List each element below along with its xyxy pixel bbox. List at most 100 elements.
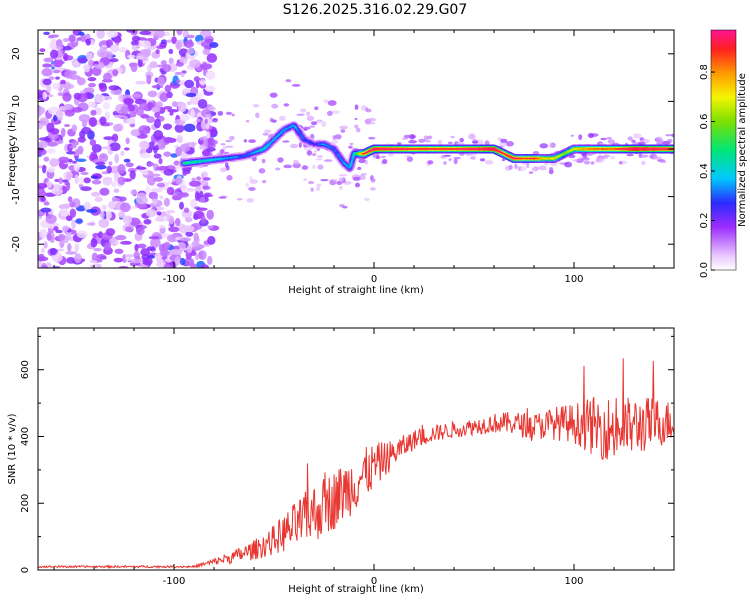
noise-blob [166, 186, 175, 196]
noise-blob [83, 87, 95, 94]
scatter-blob [255, 112, 260, 119]
scatter-blob [498, 142, 507, 147]
noise-blob [186, 34, 195, 39]
noise-blob [91, 179, 102, 185]
noise-blob [141, 49, 150, 58]
scatter-blob [427, 160, 434, 165]
y-tick-label: 10 [11, 95, 22, 108]
noise-blob [131, 35, 141, 42]
noise-blob [71, 124, 78, 133]
noise-blob [181, 167, 192, 172]
noise-blob [98, 218, 110, 229]
scatter-blob [358, 158, 366, 164]
y-tick-label: 0 [11, 146, 22, 152]
noise-blob [81, 127, 92, 135]
y-tick-label: 0 [20, 567, 31, 573]
noise-blob [154, 112, 161, 119]
noise-blob [156, 211, 162, 216]
noise-blob [146, 116, 155, 124]
noise-blob [55, 76, 60, 80]
noise-blob [95, 164, 107, 170]
noise-blob [42, 91, 48, 100]
colorbar-tick-label: 0.4 [699, 163, 710, 179]
noise-blob [177, 191, 190, 198]
noise-blob [55, 229, 63, 234]
noise-blob [190, 108, 195, 119]
noise-blob [62, 37, 70, 42]
scatter-blob [271, 103, 279, 109]
scatter-blob [603, 154, 610, 157]
noise-blob [94, 60, 99, 65]
scatter-blob [578, 134, 583, 141]
noise-blob [176, 134, 184, 144]
scatter-blob [331, 110, 341, 114]
noise-blob [189, 180, 201, 187]
noise-blob [153, 153, 162, 159]
noise-blob [151, 173, 161, 177]
noise-blob [77, 136, 86, 143]
scatter-blob [326, 110, 333, 116]
scatter-blob [207, 143, 216, 149]
noise-blob [143, 219, 152, 225]
scatter-blob [450, 135, 455, 139]
scatter-blob [282, 140, 290, 143]
noise-blob [78, 31, 85, 36]
noise-blob [41, 68, 53, 77]
scatter-blob [245, 182, 249, 188]
scatter-blob [600, 137, 607, 141]
noise-blob [145, 208, 157, 218]
scatter-blob [517, 166, 522, 171]
noise-blob [120, 202, 131, 213]
noise-blob [207, 255, 213, 265]
noise-blob [103, 136, 115, 141]
noise-blob [43, 31, 51, 36]
noise-blob [43, 156, 50, 162]
scatter-blob [484, 140, 490, 146]
noise-blob [180, 184, 188, 193]
noise-blob [179, 257, 186, 266]
noise-blob [113, 188, 120, 193]
noise-blob [133, 251, 140, 260]
noise-blob [47, 147, 56, 154]
scatter-blob [349, 142, 354, 145]
noise-blob [109, 44, 119, 53]
noise-blob [71, 219, 76, 230]
noise-blob [155, 49, 160, 55]
colorbar-tick-label: 0.6 [699, 114, 710, 130]
scatter-blob [369, 187, 376, 191]
scatter-blob [303, 178, 307, 182]
scatter-blob [588, 133, 594, 139]
noise-blob [167, 109, 179, 113]
scatter-blob [269, 92, 278, 98]
spectrogram-ylabel: Frequency (Hz) [7, 111, 18, 187]
noise-blob [38, 137, 51, 141]
noise-blob [142, 257, 153, 266]
scatter-blob [275, 167, 281, 171]
scatter-blob [323, 159, 333, 163]
noise-blob [111, 180, 117, 188]
noise-blob [39, 228, 48, 239]
scatter-blob [631, 139, 636, 143]
scatter-blob [639, 154, 649, 158]
noise-blob [94, 196, 103, 203]
noise-blob [71, 106, 83, 113]
noise-blob [138, 125, 150, 135]
noise-blob [93, 247, 102, 252]
x-tick-label: 100 [564, 274, 583, 285]
scatter-blob [380, 155, 387, 159]
noise-blob [184, 225, 195, 233]
scatter-blob [301, 165, 309, 170]
scatter-blob [403, 134, 413, 139]
noise-blob [115, 234, 127, 241]
scatter-blob [248, 187, 256, 192]
noise-blob [55, 45, 64, 50]
scatter-blob [296, 113, 305, 116]
colorbar-tick-label: 0.8 [699, 64, 710, 80]
noise-blob [118, 47, 128, 53]
noise-blob [67, 242, 72, 253]
scatter-blob [404, 154, 411, 157]
scatter-blob [406, 156, 414, 162]
noise-blob [159, 249, 170, 257]
noise-blob [83, 64, 90, 73]
noise-blob [183, 257, 195, 267]
